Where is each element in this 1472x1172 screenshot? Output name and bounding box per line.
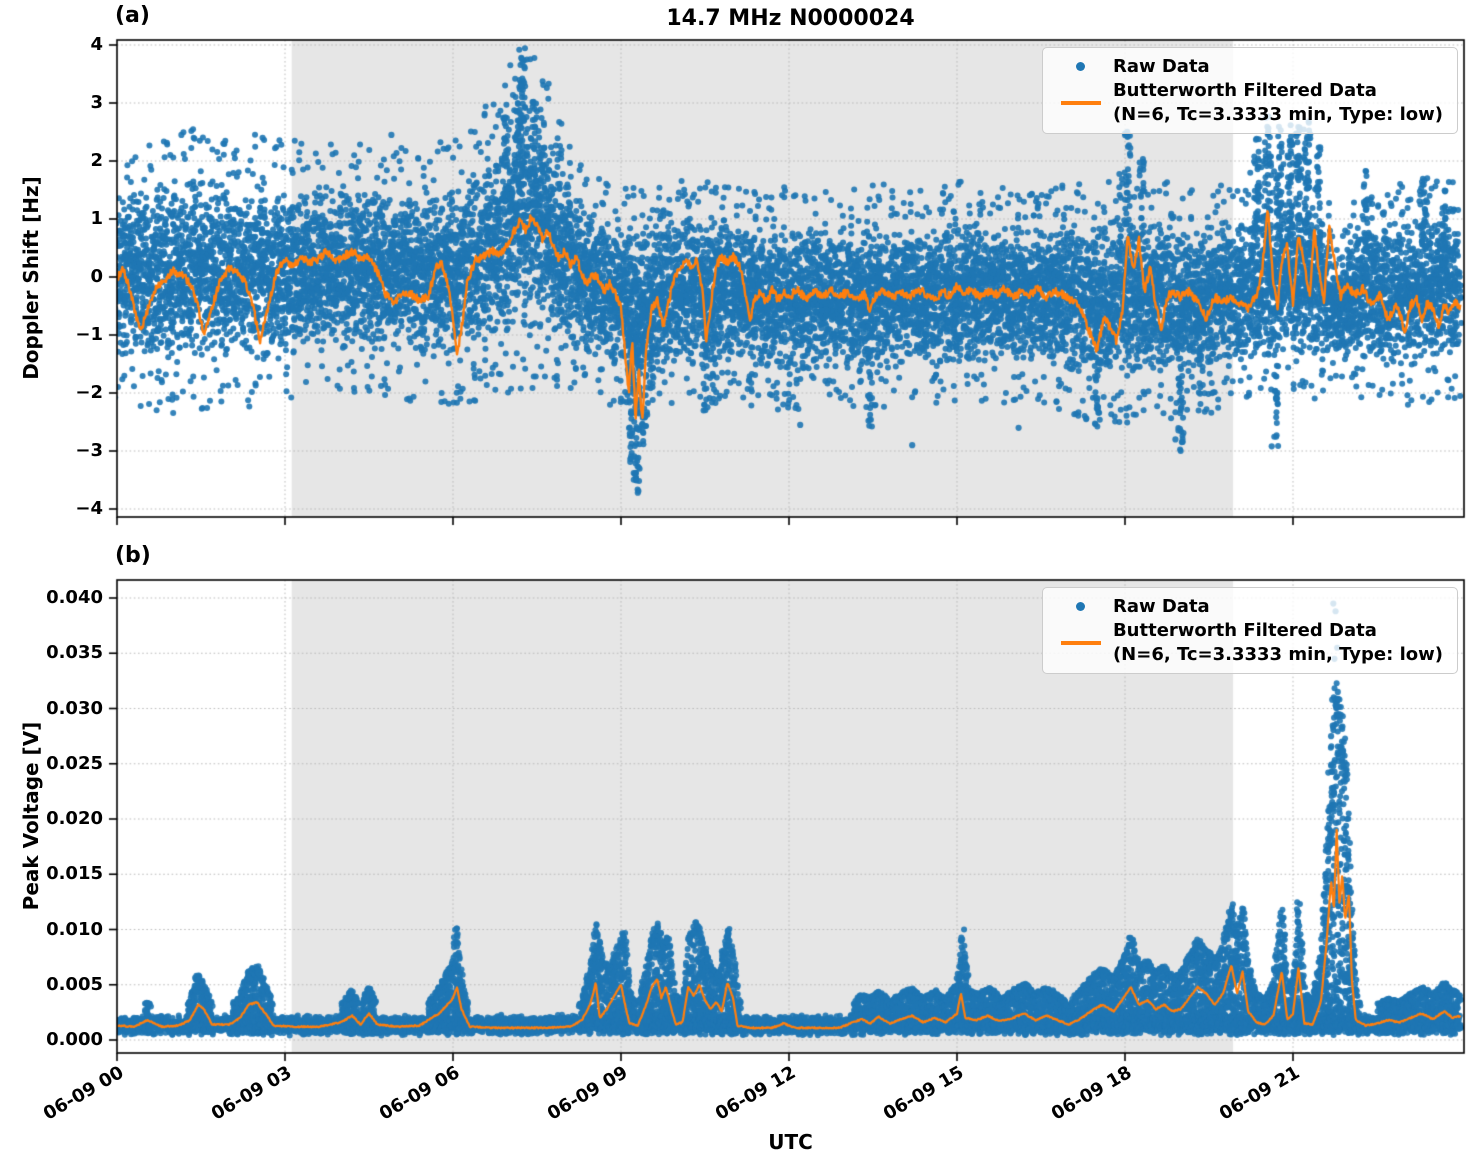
y-tick-label-a: 3	[90, 92, 103, 113]
legend-entry-raw: Raw Data	[1049, 55, 1443, 79]
y-tick-label-b: 0.025	[46, 752, 103, 774]
y-tick-label-a: −3	[75, 440, 103, 461]
y-tick-label-a: −4	[75, 498, 103, 519]
y-tick-label-b: 0.040	[46, 587, 103, 608]
legend-raw-label: Raw Data	[1112, 596, 1210, 617]
y-tick-label-b: 0.010	[46, 918, 103, 940]
panel-label-b: (b)	[115, 543, 151, 568]
raw-data-marker-icon	[1076, 602, 1086, 612]
panel-label-a: (a)	[115, 3, 150, 28]
y-tick-label-b: 0.030	[46, 697, 103, 719]
figure-title: 14.7 MHz N0000024	[666, 6, 915, 31]
legend-filtered-label-line1: Butterworth Filtered Data	[1112, 619, 1377, 641]
y-tick-label-a: −1	[75, 324, 103, 345]
y-tick-label-b: 0.015	[46, 863, 103, 885]
legend-filtered-label-line2: (N=6, Tc=3.3333 min, Type: low)	[1112, 643, 1443, 665]
y-tick-label-b: 0.000	[46, 1029, 103, 1050]
legend-entry-filtered: Butterworth Filtered Data (N=6, Tc=3.333…	[1049, 79, 1443, 127]
y-tick-label-b: 0.035	[46, 642, 103, 664]
filtered-line-marker-icon	[1060, 640, 1101, 645]
legend-entry-raw: Raw Data	[1049, 595, 1443, 619]
y-tick-label-a: 4	[90, 34, 103, 55]
legend-entry-filtered: Butterworth Filtered Data (N=6, Tc=3.333…	[1049, 619, 1443, 667]
y-tick-label-a: −2	[75, 382, 103, 403]
legend-raw-label: Raw Data	[1112, 56, 1210, 77]
legend-b: Raw Data Butterworth Filtered Data (N=6,…	[1041, 587, 1458, 675]
legend-a: Raw Data Butterworth Filtered Data (N=6,…	[1041, 47, 1458, 135]
x-axis-label-utc: UTC	[768, 1130, 813, 1154]
y-tick-label-b: 0.020	[46, 808, 103, 829]
filtered-line-marker-icon	[1060, 100, 1101, 105]
y-tick-label-b: 0.005	[46, 973, 103, 995]
legend-filtered-label-line2: (N=6, Tc=3.3333 min, Type: low)	[1112, 103, 1443, 125]
legend-filtered-label-line1: Butterworth Filtered Data	[1112, 79, 1377, 101]
raw-data-marker-icon	[1076, 62, 1086, 72]
y-tick-label-a: 1	[90, 208, 103, 229]
y-tick-label-a: 2	[90, 150, 103, 171]
y-tick-label-a: 0	[90, 266, 103, 287]
